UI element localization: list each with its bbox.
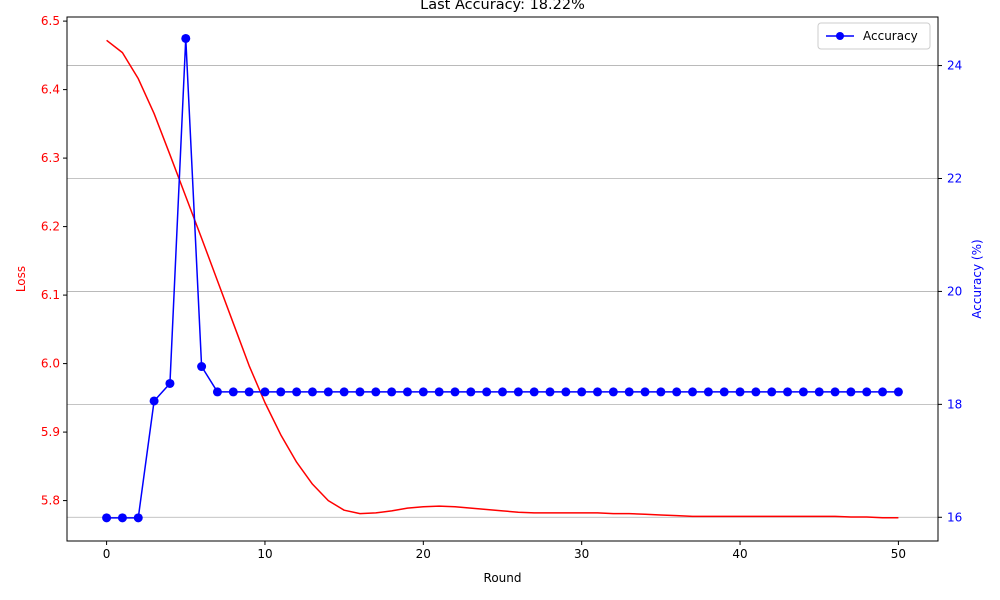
accuracy-point-14	[323, 387, 333, 397]
x-tick-label-40: 40	[732, 547, 747, 561]
accuracy-point-0	[102, 513, 112, 523]
accuracy-point-28	[545, 387, 555, 397]
accuracy-point-19	[402, 387, 412, 397]
accuracy-point-36	[672, 387, 682, 397]
accuracy-point-39	[719, 387, 729, 397]
accuracy-point-35	[656, 387, 666, 397]
accuracy-point-23	[466, 387, 476, 397]
left-tick-label-6.2: 6.2	[41, 220, 60, 234]
accuracy-point-31	[593, 387, 603, 397]
accuracy-point-42	[767, 387, 777, 397]
accuracy-point-26	[513, 387, 523, 397]
loss-series	[106, 39, 899, 519]
accuracy-point-29	[561, 387, 571, 397]
legend-box	[817, 22, 931, 50]
left-tick-label-6: 6.0	[41, 357, 60, 371]
x-axis-label: Round	[484, 571, 522, 585]
accuracy-point-7	[212, 387, 222, 397]
x-tick-label-50: 50	[891, 547, 906, 561]
accuracy-point-22	[450, 387, 460, 397]
left-tick-label-6.1: 6.1	[41, 288, 60, 302]
accuracy-point-4	[165, 378, 175, 388]
accuracy-point-49	[878, 387, 888, 397]
accuracy-point-37	[688, 387, 698, 397]
accuracy-point-21	[434, 387, 444, 397]
accuracy-point-32	[608, 387, 618, 397]
left-axis-ticks: 5.8 5.9 6.0 6.1 6.2 6.3 6.4 6.5	[41, 14, 67, 508]
accuracy-series	[102, 33, 903, 523]
accuracy-point-5	[181, 33, 191, 43]
chart-title: Last Accuracy: 18.22%	[420, 0, 585, 13]
left-tick-label-6.3: 6.3	[41, 151, 60, 165]
right-tick-label-16: 16	[947, 510, 962, 524]
accuracy-point-16	[355, 387, 365, 397]
legend-accuracy-marker	[836, 32, 844, 40]
accuracy-point-50	[893, 387, 903, 397]
x-tick-label-0: 0	[103, 547, 111, 561]
accuracy-point-47	[846, 387, 856, 397]
accuracy-line	[106, 37, 899, 519]
accuracy-point-48	[862, 387, 872, 397]
x-axis-ticks: 0 10 20 30 40 50	[103, 541, 906, 561]
accuracy-point-20	[418, 387, 428, 397]
left-axis-label: Loss	[14, 266, 28, 292]
accuracy-point-33	[624, 387, 634, 397]
right-tick-label-20: 20	[947, 284, 962, 298]
accuracy-point-18	[387, 387, 397, 397]
accuracy-point-30	[577, 387, 587, 397]
x-tick-label-10: 10	[257, 547, 272, 561]
left-tick-label-6.5: 6.5	[41, 14, 60, 28]
accuracy-point-43	[783, 387, 793, 397]
grid-lines	[67, 65, 938, 518]
right-tick-label-24: 24	[947, 59, 962, 73]
accuracy-point-40	[735, 387, 745, 397]
right-tick-label-22: 22	[947, 171, 962, 185]
accuracy-point-17	[371, 387, 381, 397]
accuracy-point-6	[197, 362, 207, 372]
accuracy-point-46	[830, 387, 840, 397]
right-tick-label-18: 18	[947, 397, 962, 411]
accuracy-point-44	[798, 387, 808, 397]
accuracy-point-34	[640, 387, 650, 397]
accuracy-point-25	[498, 387, 507, 397]
accuracy-point-9	[244, 387, 254, 397]
accuracy-point-13	[307, 387, 317, 397]
loss-line	[106, 39, 899, 519]
x-tick-label-20: 20	[416, 547, 431, 561]
accuracy-point-2	[133, 513, 143, 523]
accuracy-point-1	[117, 513, 127, 523]
accuracy-point-3	[149, 396, 159, 406]
left-tick-label-5.9: 5.9	[41, 425, 60, 439]
legend: Accuracy	[817, 22, 931, 50]
left-tick-label-5.8: 5.8	[41, 494, 60, 508]
legend-accuracy-label: Accuracy	[863, 29, 918, 43]
accuracy-point-8	[228, 387, 238, 397]
right-axis-label: Accuracy (%)	[970, 239, 984, 318]
plot-frame	[66, 16, 939, 542]
x-tick-label-30: 30	[574, 547, 589, 561]
right-axis-ticks: 16 18 20 22 24	[938, 59, 962, 524]
accuracy-point-11	[276, 387, 286, 397]
accuracy-point-41	[751, 387, 761, 397]
accuracy-point-45	[814, 387, 824, 397]
accuracy-point-15	[339, 387, 349, 397]
accuracy-point-10	[260, 387, 270, 397]
accuracy-point-27	[529, 387, 539, 397]
accuracy-point-12	[292, 387, 302, 397]
left-tick-label-6.4: 6.4	[41, 83, 60, 97]
accuracy-point-38	[703, 387, 713, 397]
accuracy-point-24	[482, 387, 492, 397]
